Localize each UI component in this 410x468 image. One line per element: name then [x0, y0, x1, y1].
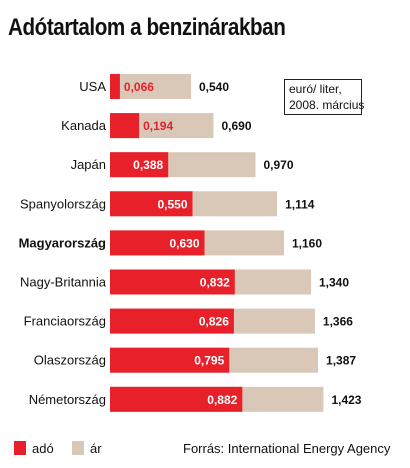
legend-label-price: ár — [90, 441, 102, 456]
tax-bar — [110, 152, 169, 178]
price-value-label: 1,160 — [292, 236, 322, 250]
chart-title: Adótartalom a benzinárakban — [8, 14, 286, 41]
category-label: Kanada — [61, 118, 107, 133]
price-bar — [110, 74, 191, 99]
tax-bar — [110, 113, 140, 139]
category-label: Nagy-Britannia — [20, 275, 107, 290]
tax-value-label: 0,550 — [157, 197, 187, 211]
price-value-label: 0,690 — [222, 119, 252, 133]
legend-swatch-price — [72, 441, 84, 455]
unit-note-line-2: 2008. március — [289, 98, 365, 112]
price-value-label: 1,340 — [319, 276, 349, 290]
tax-value-label: 0,826 — [199, 315, 229, 329]
tax-bar — [110, 230, 205, 256]
tax-value-label: 0,066 — [124, 80, 154, 94]
price-value-label: 0,540 — [199, 80, 229, 94]
tax-value-label: 0,795 — [194, 354, 224, 368]
price-value-label: 1,366 — [323, 315, 353, 329]
price-value-label: 0,970 — [264, 158, 294, 172]
unit-note-line-1: euró/ liter, — [289, 82, 342, 96]
category-label: Franciaország — [24, 314, 106, 329]
price-value-label: 1,387 — [326, 354, 356, 368]
tax-value-label: 0,882 — [207, 393, 237, 407]
category-label: Japán — [71, 157, 106, 172]
legend-label-tax: adó — [32, 441, 54, 456]
tax-value-label: 0,832 — [200, 276, 230, 290]
tax-bar — [110, 269, 235, 295]
tax-bar — [110, 74, 120, 99]
unit-note: euró/ liter, 2008. március — [284, 79, 365, 115]
category-label: Magyarország — [19, 235, 106, 250]
tax-value-label: 0,388 — [133, 158, 163, 172]
category-label: Olaszország — [34, 353, 106, 368]
legend-swatch-tax — [14, 441, 26, 455]
source-note: Forrás: International Energy Agency — [183, 441, 391, 456]
tax-value-label: 0,630 — [169, 236, 199, 250]
price-value-label: 1,114 — [285, 197, 315, 211]
tax-bar — [110, 347, 230, 373]
tax-bar — [110, 308, 234, 334]
tax-value-label: 0,194 — [143, 119, 173, 133]
category-label: USA — [79, 79, 106, 94]
category-label: Németország — [29, 392, 106, 407]
tax-bar — [110, 191, 193, 217]
price-value-label: 1,423 — [331, 393, 361, 407]
category-label: Spanyolország — [20, 196, 106, 211]
tax-bar — [110, 386, 243, 412]
